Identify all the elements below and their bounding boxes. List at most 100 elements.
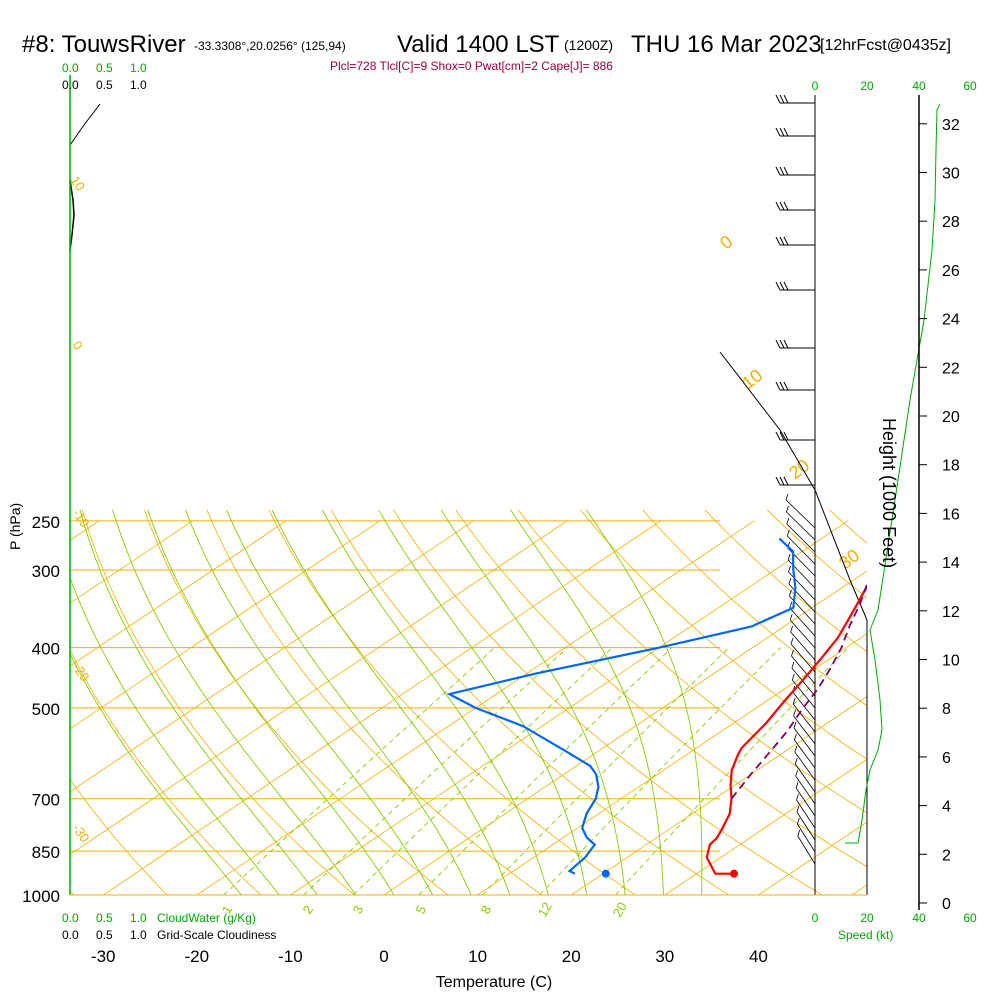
- isotherm-line: [290, 520, 849, 895]
- isotherm-line: [70, 520, 287, 667]
- dry-adiabat: [455, 509, 867, 868]
- forecast-label: [12hrFcst@0435z]: [820, 37, 951, 54]
- wind-barb-flag: [786, 529, 790, 537]
- pressure-tick-label: 700: [32, 791, 60, 810]
- wind-barb-flag: [786, 517, 790, 525]
- temperature-tick-label: 0: [379, 947, 388, 966]
- dry-adiabat: [829, 509, 867, 544]
- moist-adiabat: [147, 509, 395, 895]
- cloud-bot-black-0: 0.0: [62, 928, 79, 942]
- wind-barb-shaft: [790, 643, 816, 673]
- mixing-ratio-label: 20: [610, 899, 630, 919]
- wind-barb-flag: [783, 476, 789, 486]
- cloud-bot-green-2: 1.0: [130, 911, 147, 925]
- wind-barb-shaft: [794, 763, 816, 793]
- moist-adiabat: [586, 509, 703, 895]
- station-coords: -33.3308°,20.0256° (125,94): [194, 39, 346, 53]
- wind-barb-flag: [783, 94, 789, 104]
- wind-barb-flag: [783, 281, 789, 291]
- wind-barb-shaft: [794, 739, 816, 769]
- wind-barb-flag: [789, 613, 793, 621]
- speed-top-60: 60: [963, 79, 977, 93]
- isotherm-line: [102, 520, 661, 895]
- wind-barb-flag: [788, 565, 791, 573]
- mixing-ratio-line: [352, 647, 613, 895]
- wind-barb-flag: [783, 339, 789, 349]
- moist-adiabat-label: 0: [716, 231, 736, 253]
- dry-adiabat-label: 0: [70, 338, 86, 353]
- height-tick-label: 24: [942, 312, 960, 329]
- moist-adiabat: [70, 576, 280, 895]
- wind-barb-flag: [779, 94, 785, 104]
- wind-barb-flag: [779, 431, 785, 441]
- cloud-top-black-2: 1.0: [130, 78, 147, 92]
- mixing-ratio-line: [223, 647, 496, 895]
- sounding-series: [446, 537, 867, 878]
- wind-barb-flag: [791, 649, 794, 657]
- moist-adiabat-label: 10: [738, 365, 766, 393]
- height-tick-label: 6: [942, 750, 951, 767]
- moist-adiabat: [184, 509, 434, 895]
- temperature-tick-label: -10: [278, 947, 303, 966]
- wind-barb-flag: [775, 281, 781, 291]
- isotherm-line: [946, 521, 1000, 895]
- cloud-bot-green-1: 0.5: [96, 911, 113, 925]
- mixing-ratio-line: [615, 647, 849, 895]
- dry-adiabat: [579, 509, 867, 760]
- isotherm-line: [477, 633, 867, 895]
- wind-barb-shaft: [789, 619, 816, 649]
- speed-top-40: 40: [912, 79, 926, 93]
- wind-barb-shaft: [785, 499, 816, 529]
- speed-top-20: 20: [860, 79, 874, 93]
- speed-bot-40: 40: [912, 911, 926, 925]
- wind-barb-flag: [786, 505, 789, 513]
- height-tick-label: 0: [942, 896, 951, 913]
- temperature-axis-label: Temperature (C): [436, 974, 552, 991]
- wind-barb-flag: [783, 201, 789, 211]
- moist-adiabat: [440, 509, 626, 895]
- wind-barb-flag: [783, 127, 789, 137]
- height-tick-label: 20: [942, 409, 960, 426]
- wind-barb-shaft: [795, 775, 816, 805]
- temperature-tick-label: 40: [749, 947, 768, 966]
- valid-time: Valid 1400 LST: [397, 31, 560, 58]
- speed-axis-top: 0 20 40 60: [812, 79, 977, 93]
- moist-adiabat-label: 30: [835, 545, 863, 573]
- mixing-ratio-label: 5: [413, 903, 430, 917]
- cloud-bot-green-0: 0.0: [62, 911, 79, 925]
- height-tick-label: 28: [942, 214, 960, 231]
- wind-barb-flag: [779, 476, 785, 486]
- wind-barb-shaft: [791, 679, 816, 709]
- wind-barb-flag: [790, 637, 794, 645]
- moist-adiabat: [112, 509, 357, 895]
- wind-barb-flag: [775, 476, 781, 486]
- valid-date: THU 16 Mar 2023: [631, 31, 822, 58]
- height-tick-label: 18: [942, 458, 960, 475]
- wind-barb-flag: [791, 661, 795, 669]
- wind-barb-flag: [796, 793, 799, 801]
- moist-adiabat: [70, 652, 242, 895]
- moist-adiabat: [378, 509, 588, 895]
- dry-adiabat: [330, 509, 730, 895]
- pressure-tick-label: 300: [32, 562, 60, 581]
- cloud-top-green-2: 1.0: [130, 61, 147, 75]
- pressure-tick-label: 400: [32, 640, 60, 659]
- parcel-line: [730, 581, 867, 800]
- height-tick-label: 16: [942, 506, 960, 523]
- dry-adiabat: [704, 509, 867, 653]
- height-tick-label: 4: [942, 799, 951, 816]
- height-tick-label: 26: [942, 263, 960, 280]
- wind-barb-flag: [775, 127, 781, 137]
- wind-barb-flag: [783, 381, 789, 391]
- speed-axis-label: Speed (kt): [838, 928, 893, 942]
- temperature-tick-label: 20: [562, 947, 581, 966]
- wind-barb-flag: [779, 127, 785, 137]
- wind-barb-shaft: [788, 583, 816, 613]
- wind-barb-flag: [797, 829, 801, 837]
- wind-barb-flag: [783, 236, 789, 246]
- surface-temperature-dot: [730, 869, 739, 878]
- dry-adiabat: [766, 509, 867, 599]
- wind-barb-shaft: [793, 715, 816, 745]
- height-tick-label: 12: [942, 604, 960, 621]
- wind-barb-flag: [795, 769, 799, 777]
